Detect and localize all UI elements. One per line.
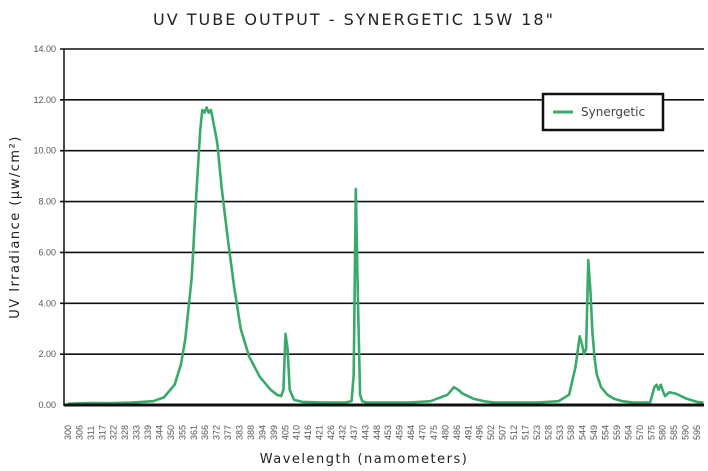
x-tick-label: 383 [235, 425, 245, 440]
x-tick-label: 575 [646, 425, 656, 440]
x-tick-label: 344 [154, 425, 164, 440]
x-tick-label: 533 [555, 425, 565, 440]
gridlines [60, 48, 704, 355]
x-tick-label: 399 [269, 425, 279, 440]
y-tick-label: 12.00 [33, 95, 56, 105]
x-tick-label: 528 [543, 425, 553, 440]
x-tick-label: 564 [623, 425, 633, 440]
x-tick-label: 333 [132, 425, 142, 440]
x-tick-label: 470 [418, 425, 428, 440]
x-tick-label: 590 [681, 425, 691, 440]
x-tick-label: 350 [166, 425, 176, 440]
x-tick-label: 502 [486, 425, 496, 440]
x-tick-label: 361 [189, 425, 199, 440]
x-tick-label: 322 [109, 425, 119, 440]
legend: Synergetic [541, 92, 665, 132]
x-tick-label: 432 [337, 425, 347, 440]
x-tick-label: 464 [406, 425, 416, 440]
y-tick-label: 6.00 [38, 247, 56, 257]
y-tick-label: 8.00 [38, 197, 56, 207]
x-tick-label: 426 [326, 425, 336, 440]
x-tick-label: 549 [589, 425, 599, 440]
y-axis-label: UV Irradiance (µw/cm²) [8, 135, 23, 319]
x-tick-label: 405 [280, 425, 290, 440]
x-tick-label: 437 [349, 425, 359, 440]
y-axis-ticks: 0.00 2.00 4.00 6.00 8.00 10.00 12.00 14.00 [33, 44, 56, 410]
x-tick-label: 523 [532, 425, 542, 440]
x-tick-label: 554 [601, 425, 611, 440]
y-tick-label: 10.00 [33, 146, 56, 156]
x-tick-label: 443 [360, 425, 370, 440]
x-tick-label: 559 [612, 425, 622, 440]
x-tick-label: 585 [669, 425, 679, 440]
x-axis-label: Wavelength (namometers) [260, 452, 469, 467]
y-tick-label: 0.00 [38, 400, 56, 410]
x-tick-label: 421 [315, 425, 325, 440]
x-tick-label: 570 [635, 425, 645, 440]
x-tick-label: 507 [498, 425, 508, 440]
legend-label: Synergetic [581, 105, 645, 119]
x-tick-label: 580 [658, 425, 668, 440]
y-tick-label: 14.00 [33, 44, 56, 54]
x-tick-label: 394 [257, 425, 267, 440]
x-tick-label: 453 [383, 425, 393, 440]
x-tick-label: 377 [223, 425, 233, 440]
x-tick-label: 328 [120, 425, 130, 440]
x-tick-label: 317 [97, 425, 107, 440]
x-tick-label: 512 [509, 425, 519, 440]
x-tick-label: 496 [475, 425, 485, 440]
x-tick-label: 538 [566, 425, 576, 440]
y-tick-label: 4.00 [38, 298, 56, 308]
chart-title: UV TUBE OUTPUT - SYNERGETIC 15W 18" [153, 10, 555, 29]
x-tick-label: 416 [303, 425, 313, 440]
x-tick-label: 366 [200, 425, 210, 440]
x-tick-label: 306 [74, 425, 84, 440]
x-tick-label: 517 [520, 425, 530, 440]
x-tick-label: 544 [578, 425, 588, 440]
x-tick-label: 475 [429, 425, 439, 440]
x-tick-label: 311 [86, 426, 96, 440]
x-tick-label: 339 [143, 425, 153, 440]
x-tick-label: 595 [692, 425, 702, 440]
x-tick-label: 300 [63, 425, 73, 440]
x-tick-label: 491 [463, 425, 473, 440]
x-tick-label: 355 [177, 425, 187, 440]
x-tick-label: 410 [292, 425, 302, 440]
x-tick-label: 388 [246, 425, 256, 440]
y-tick-label: 2.00 [38, 349, 56, 359]
x-tick-label: 480 [440, 425, 450, 440]
x-axis-ticks: 300 306 311 317 322 328 333 339 344 350 355 361 366 3… [63, 425, 702, 440]
x-tick-label: 459 [395, 425, 405, 440]
x-tick-label: 448 [372, 425, 382, 440]
x-tick-label: 372 [212, 425, 222, 440]
series-line-synergetic [67, 106, 704, 405]
x-tick-label: 486 [452, 425, 462, 440]
